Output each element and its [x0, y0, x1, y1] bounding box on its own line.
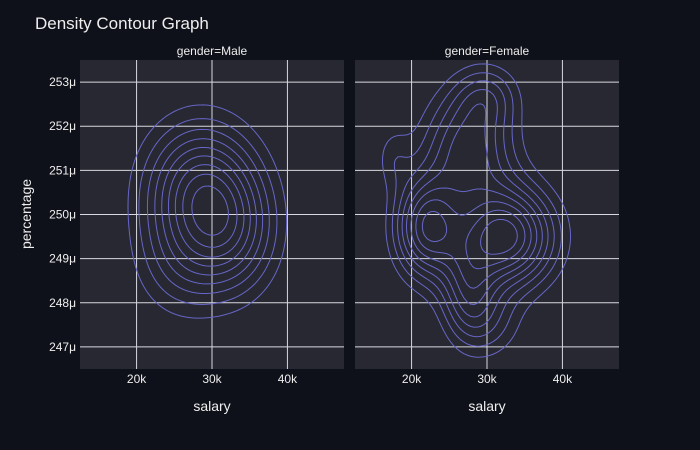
contour-line	[480, 218, 518, 255]
contour-line	[191, 185, 229, 236]
contour-line	[406, 103, 543, 318]
contour-line	[421, 209, 526, 270]
y-tick-label: 252μ	[49, 119, 76, 133]
x-axis-title-right: salary	[468, 398, 505, 414]
contour-line	[167, 155, 251, 267]
contours-female	[382, 63, 571, 358]
contour-line	[415, 199, 532, 289]
facet-female: gender=Female	[355, 44, 619, 369]
y-axis-title: percentage	[18, 179, 34, 249]
facet-label-female: gender=Female	[445, 44, 530, 58]
contour-line	[410, 187, 538, 306]
x-tick-label: 30k	[202, 372, 222, 386]
contours-male	[127, 104, 288, 319]
contour-line	[401, 89, 549, 328]
chart-title: Density Contour Graph	[35, 14, 209, 33]
contour-line	[174, 164, 245, 258]
contour-line	[154, 138, 264, 285]
x-axis-title-left: salary	[193, 398, 230, 414]
y-tick-label: 250μ	[49, 208, 76, 222]
x-axis-ticks: 20k 30k 40k 20k 30k 40k	[127, 372, 573, 386]
grid-male	[80, 60, 344, 369]
contour-line	[391, 72, 562, 347]
contour-line	[382, 63, 571, 358]
x-tick-label: 30k	[477, 372, 497, 386]
y-axis-ticks: 247μ 248μ 249μ 250μ 251μ 252μ 253μ	[49, 75, 76, 354]
contour-line	[161, 146, 257, 276]
grid-female	[355, 60, 619, 369]
x-tick-label: 40k	[278, 372, 298, 386]
y-tick-label: 248μ	[49, 296, 76, 310]
contour-line	[182, 173, 238, 248]
contour-line	[146, 128, 270, 295]
facet-label-male: gender=Male	[177, 44, 248, 58]
facet-male: gender=Male	[80, 44, 344, 369]
y-tick-label: 247μ	[49, 340, 76, 354]
contour-line	[127, 104, 288, 319]
x-tick-label: 20k	[402, 372, 422, 386]
y-tick-label: 251μ	[49, 163, 76, 177]
x-tick-label: 20k	[127, 372, 147, 386]
contour-line	[138, 118, 278, 305]
x-tick-label: 40k	[553, 372, 573, 386]
contour-line	[397, 80, 555, 338]
y-tick-label: 249μ	[49, 252, 76, 266]
y-tick-label: 253μ	[49, 75, 76, 89]
